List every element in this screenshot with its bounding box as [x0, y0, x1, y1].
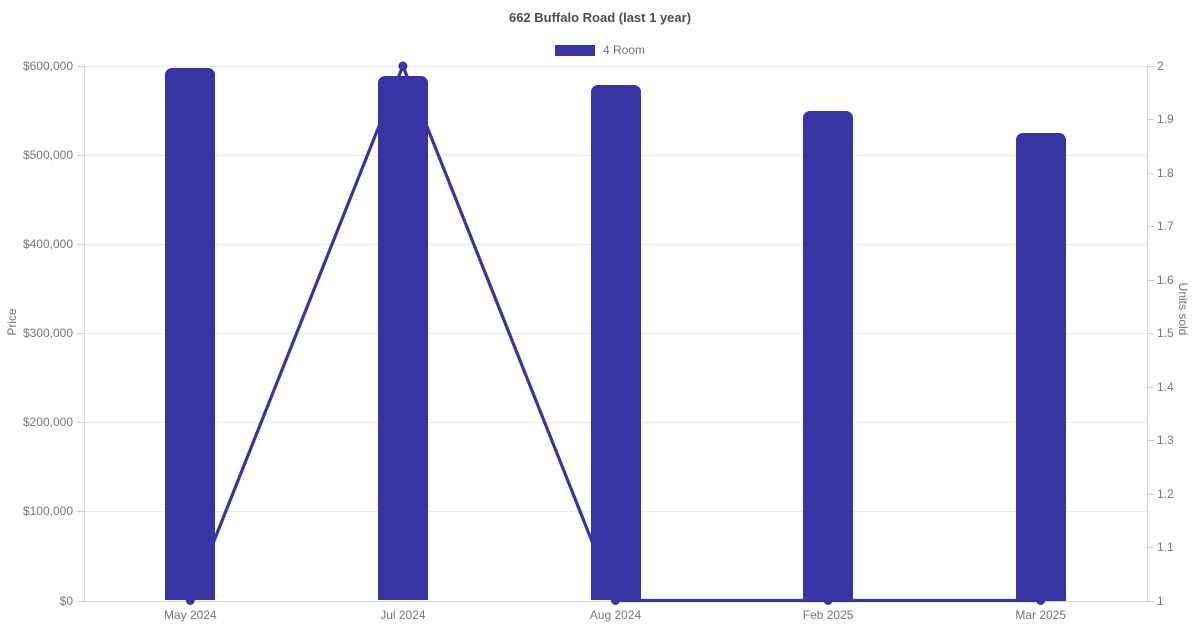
right-axis-tick-label: 1.3	[1157, 433, 1174, 448]
right-axis-tick	[1147, 600, 1154, 602]
legend-swatch	[554, 44, 595, 56]
left-axis-tick	[77, 66, 84, 67]
x-tick-label-aug-2024: Aug 2024	[589, 607, 642, 622]
right-axis-tick	[1147, 66, 1154, 67]
right-axis-tick-label: 1.9	[1157, 112, 1174, 127]
legend-label: 4 Room	[602, 43, 646, 57]
x-tick-label-may-2024: May 2024	[163, 607, 217, 622]
bar-feb-2025	[803, 111, 854, 601]
right-axis-tick	[1147, 386, 1154, 388]
left-axis-tick	[77, 422, 84, 424]
bar-may-2024	[165, 67, 216, 601]
left-axis-tick	[77, 244, 84, 246]
bar-mar-2025	[1015, 132, 1066, 601]
right-axis-tick-label: 1.5	[1157, 326, 1174, 341]
right-axis-tick	[1147, 333, 1154, 335]
left-axis-tick-label: $300,000	[22, 326, 73, 341]
right-axis-tick	[1147, 547, 1154, 549]
left-axis-title: Price	[5, 308, 19, 336]
right-axis-tick-label: 1.7	[1157, 219, 1174, 234]
x-tick-label-mar-2025: Mar 2025	[1015, 607, 1067, 622]
left-axis-tick	[77, 155, 84, 157]
left-axis-tick-label: $500,000	[22, 148, 73, 163]
x-axis-line	[84, 600, 1147, 602]
right-axis-tick-label: 1	[1157, 593, 1164, 608]
left-axis-tick-label: $600,000	[22, 59, 73, 73]
right-axis-tick-label: 1.2	[1157, 486, 1174, 501]
right-axis-tick-label: 1.1	[1157, 540, 1174, 555]
gridline	[84, 66, 1147, 67]
right-axis-tick	[1147, 440, 1154, 442]
right-axis-line	[1147, 66, 1148, 602]
right-axis-tick	[1147, 172, 1154, 174]
legend: 4 Room	[0, 43, 1200, 57]
left-axis-tick-label: $100,000	[22, 504, 73, 519]
right-axis-tick	[1147, 493, 1154, 495]
left-axis-tick	[77, 600, 84, 602]
right-axis-tick	[1147, 226, 1154, 228]
bar-aug-2024	[590, 84, 641, 601]
chart-title: 662 Buffalo Road (last 1 year)	[508, 10, 692, 25]
x-tick-label-feb-2025: Feb 2025	[802, 607, 854, 622]
right-axis-tick-label: 1.6	[1157, 272, 1174, 287]
bar-jul-2024	[377, 75, 428, 601]
x-tick-label-jul-2024: Jul 2024	[380, 607, 426, 622]
right-axis-tick	[1147, 119, 1154, 121]
left-axis-line	[84, 66, 85, 602]
left-axis-tick	[77, 511, 84, 513]
left-axis-tick	[77, 333, 84, 335]
right-axis-tick-label: 1.4	[1157, 379, 1174, 394]
left-axis-tick-label: $200,000	[22, 415, 73, 430]
right-axis-tick-label: 1.8	[1157, 165, 1174, 180]
right-axis-tick	[1147, 279, 1154, 281]
left-axis-tick-label: $0	[59, 593, 73, 608]
right-axis-tick-label: 2	[1157, 59, 1164, 73]
left-axis-tick-label: $400,000	[22, 237, 73, 252]
